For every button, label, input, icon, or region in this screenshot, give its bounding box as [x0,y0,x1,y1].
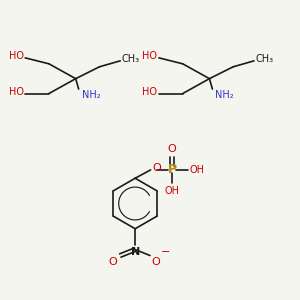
Text: HO: HO [9,51,24,62]
Text: OH: OH [164,186,179,196]
Text: −: − [161,247,171,257]
Text: NH₂: NH₂ [215,90,234,100]
Text: HO: HO [142,51,158,62]
Text: O: O [152,257,160,267]
Text: OH: OH [190,165,205,175]
Text: P: P [167,164,177,176]
Text: NH₂: NH₂ [82,90,100,100]
Text: N: N [130,247,140,256]
Text: O: O [152,164,161,173]
Text: CH₃: CH₃ [122,54,140,64]
Text: HO: HO [142,87,158,97]
Text: CH₃: CH₃ [256,54,274,64]
Text: O: O [109,257,117,267]
Text: HO: HO [9,87,24,97]
Text: O: O [168,144,176,154]
